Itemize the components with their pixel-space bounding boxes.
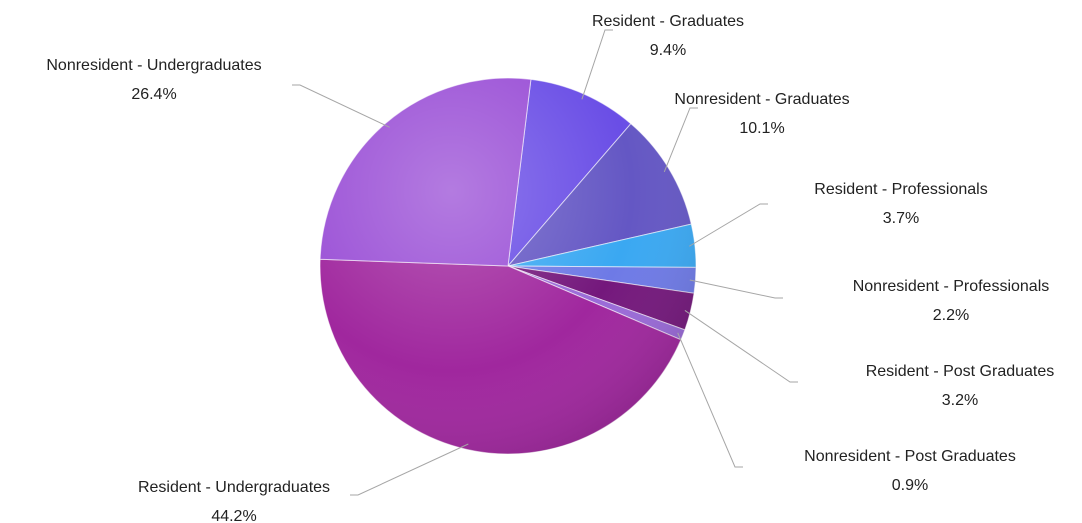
leader-line (292, 84, 390, 128)
leader-line (689, 279, 783, 299)
slice-label: Nonresident - Post Graduates (804, 448, 1016, 465)
leader-line (677, 332, 743, 468)
slice-value-label: 10.1% (739, 120, 784, 137)
slice-label: Resident - Undergraduates (138, 479, 330, 496)
slice-value-label: 26.4% (131, 86, 176, 103)
slice-label: Resident - Professionals (814, 181, 987, 198)
slice-label: Nonresident - Professionals (853, 278, 1050, 295)
slice-label: Nonresident - Undergraduates (46, 57, 261, 74)
slice-label: Resident - Post Graduates (866, 363, 1055, 380)
leader-line (663, 107, 698, 173)
slice-value-label: 9.4% (650, 42, 686, 59)
slice-value-label: 3.7% (883, 210, 919, 227)
slice-label: Resident - Graduates (592, 13, 744, 30)
slice-value-label: 3.2% (942, 392, 978, 409)
pie-slice (319, 77, 532, 267)
leader-line (689, 203, 768, 247)
leader-line (350, 443, 469, 496)
pie (319, 77, 697, 455)
leader-line (581, 29, 613, 100)
labels: Resident - Graduates 9.4% Nonresident - Gr… (46, 13, 1054, 523)
slice-label: Nonresident - Graduates (674, 91, 849, 108)
slice-value-label: 2.2% (933, 307, 969, 324)
leader-line (684, 310, 798, 383)
slice-value-label: 0.9% (892, 477, 928, 494)
slice-value-label: 44.2% (211, 508, 256, 523)
